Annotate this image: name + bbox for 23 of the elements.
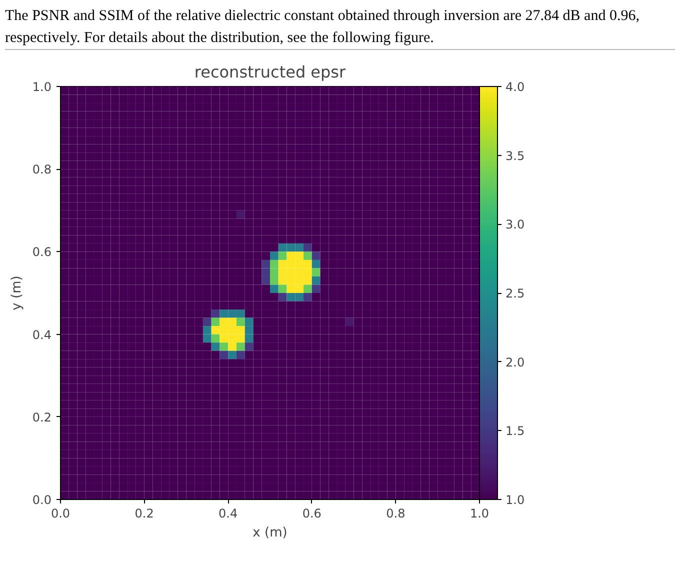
y-tick-label: 1.0 — [32, 80, 52, 94]
color-bar-label: 2.0 — [506, 355, 525, 370]
y-tick-label: 0.4 — [32, 328, 52, 342]
chart-title: reconstructed epsr — [194, 62, 346, 82]
x-tick-label: 0.2 — [134, 506, 154, 520]
color-bar-label: 1.0 — [506, 493, 525, 507]
y-tick-label: 0.2 — [32, 410, 52, 424]
color-bar-label: 3.5 — [506, 148, 525, 163]
x-tick-label: 0.0 — [50, 506, 70, 520]
y-axis-title: y (m) — [9, 276, 24, 310]
x-tick-label: 1.0 — [470, 506, 490, 520]
y-tick-label: 0.6 — [32, 245, 52, 260]
y-tick-label: 0.0 — [32, 493, 52, 507]
x-tick-label: 0.6 — [302, 506, 322, 520]
color-bar-label: 4.0 — [506, 80, 525, 94]
color-bar-label: 1.5 — [506, 424, 525, 438]
x-tick-label: 0.8 — [386, 506, 406, 520]
y-tick-label: 0.8 — [32, 162, 52, 177]
x-tick-label: 0.4 — [218, 506, 238, 520]
x-axis-title: x (m) — [252, 526, 288, 540]
color-bar-label: 2.5 — [506, 286, 525, 300]
color-bar-label: 3.0 — [506, 218, 525, 232]
text: The PSNR and SSIM of the relative dielectric constant obtained through inversion are 27.84 dB and 0.96, respectively. For details about the distribution, see the following figure. — [5, 5, 675, 49]
